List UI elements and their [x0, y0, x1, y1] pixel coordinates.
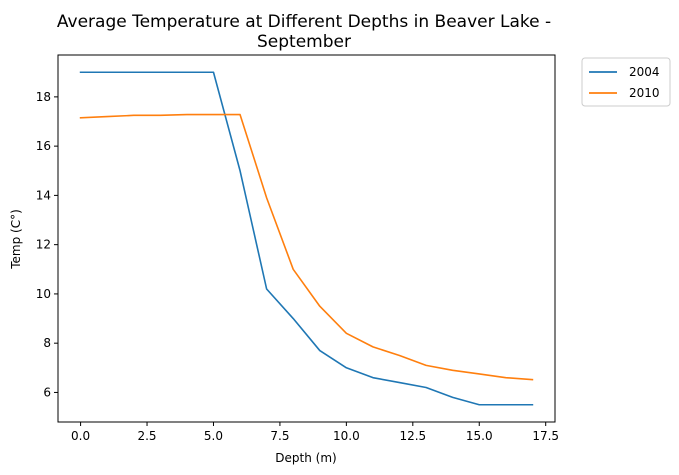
legend: 2004 2010 [581, 57, 671, 107]
y-axis-ticks: 6 8 10 12 14 16 18 [36, 90, 58, 399]
y-axis-label: Temp (C°) [9, 209, 23, 270]
plot-frame [57, 54, 556, 423]
y-tick-label: 16 [36, 139, 51, 153]
x-tick-label: 7.5 [270, 429, 289, 443]
x-tick-label: 17.5 [532, 429, 559, 443]
y-tick-label: 14 [36, 188, 51, 202]
series-line-2004 [79, 71, 534, 406]
legend-entries: 2004 2010 [589, 65, 660, 100]
chart-title-line-1: Average Temperature at Different Depths … [57, 12, 551, 32]
x-tick-label: 5.0 [204, 429, 223, 443]
series-line-2010 [79, 113, 534, 381]
x-tick-label: 2.5 [137, 429, 156, 443]
x-axis-label: Depth (m) [275, 451, 336, 465]
legend-frame [581, 57, 671, 107]
chart-title-line-2: September [257, 32, 351, 52]
legend-label-2010: 2010 [629, 86, 660, 100]
x-tick-label: 0.0 [71, 429, 90, 443]
legend-label-2004: 2004 [629, 65, 660, 79]
x-axis-ticks: 0.0 2.5 5.0 7.5 10.0 12.5 15.0 17.5 [71, 422, 559, 443]
y-tick-label: 6 [43, 385, 51, 399]
series-layer [79, 71, 534, 406]
y-tick-label: 18 [36, 90, 51, 104]
y-tick-label: 10 [36, 287, 51, 301]
y-tick-label: 8 [43, 336, 51, 350]
x-tick-label: 12.5 [399, 429, 426, 443]
x-tick-label: 10.0 [333, 429, 360, 443]
x-tick-label: 15.0 [466, 429, 493, 443]
y-tick-label: 12 [36, 238, 51, 252]
